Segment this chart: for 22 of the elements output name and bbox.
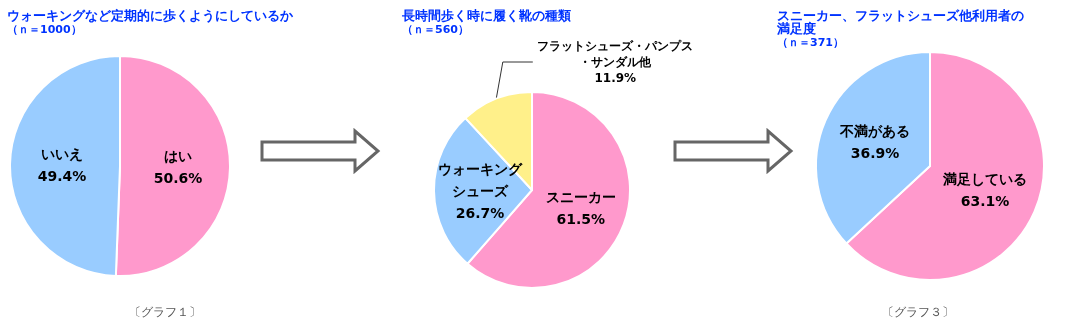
chart-subtitle: （ｎ＝371） xyxy=(777,36,844,49)
slice-label: いいえ xyxy=(41,145,84,162)
chart-title: 長時間歩く時に履く靴の種類 xyxy=(401,8,571,23)
chart-subtitle: （ｎ＝560） xyxy=(402,23,469,36)
slice-label: フラットシューズ・パンプス・サンダル他 xyxy=(537,39,694,69)
slice-label: 満足している xyxy=(941,171,1027,187)
chart-title: ウォーキングなど定期的に歩くようにしているか xyxy=(7,8,294,23)
data-label: 36.9% xyxy=(850,145,900,161)
data-label: 63.1% xyxy=(960,193,1010,209)
chart-subtitle: （ｎ＝1000） xyxy=(7,23,82,36)
slice-label: スニーカー xyxy=(545,189,616,206)
data-label: 11.9% xyxy=(594,71,637,85)
chart-title: スニーカー、フラットシューズ他利用者の満足度 xyxy=(776,8,1024,36)
slice-label: 不満がある xyxy=(839,123,911,139)
text: 〔グラフ３〕 xyxy=(881,305,954,319)
text: 〔グラフ１〕 xyxy=(129,305,201,319)
data-label: 50.6% xyxy=(153,170,203,187)
slice-label: ウォーキングシューズ xyxy=(438,160,524,199)
data-label: 61.5% xyxy=(556,211,605,228)
data-label: 49.4% xyxy=(37,167,87,184)
data-label: 26.7% xyxy=(455,204,505,221)
slice-label: はい xyxy=(163,148,192,165)
